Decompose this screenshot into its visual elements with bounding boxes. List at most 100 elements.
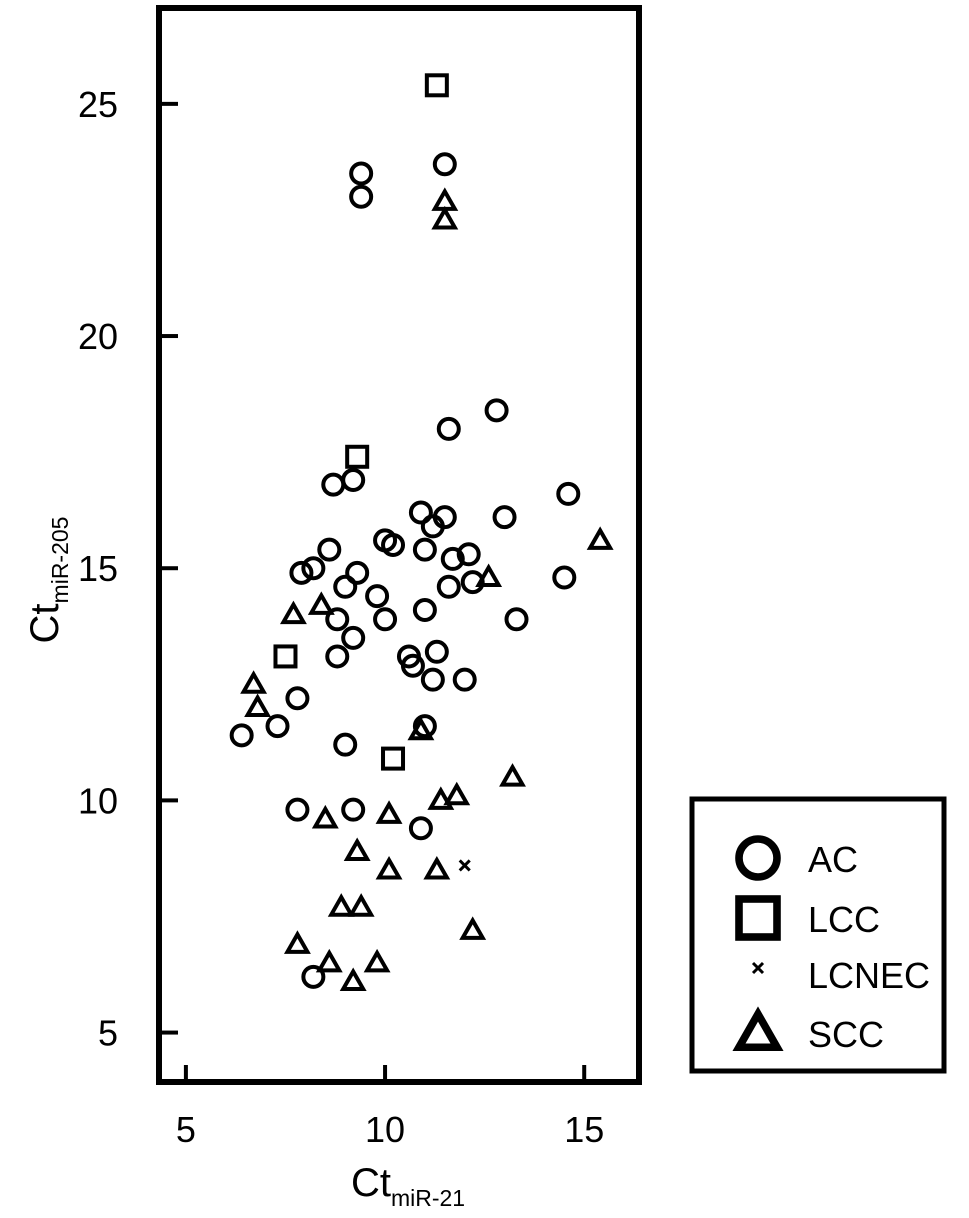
data-point-ac — [365, 584, 390, 609]
data-point-ac — [285, 797, 310, 822]
legend: AC LCC LCNEC SCC — [689, 796, 947, 1074]
data-point-lcc — [381, 746, 406, 771]
data-point-lcc — [273, 644, 298, 669]
data-point-ac — [440, 546, 465, 571]
data-points — [229, 73, 614, 991]
data-point-ac — [373, 607, 398, 632]
data-point-scc — [307, 591, 335, 615]
data-point-scc — [475, 563, 503, 588]
data-point-ac — [285, 686, 310, 711]
legend-marker-lcc — [735, 895, 781, 941]
data-point-ac — [552, 565, 577, 590]
data-point-ac — [349, 184, 374, 209]
data-point-scc — [427, 786, 455, 810]
data-point-lcc — [345, 444, 370, 469]
data-point-lcc — [424, 73, 449, 98]
data-point-ac — [420, 667, 445, 692]
data-point-ac — [436, 416, 461, 441]
y-axis-ticks: 5 10 15 20 25 — [78, 84, 178, 1054]
data-point-ac — [341, 467, 366, 492]
x-tick-label: 5 — [176, 1109, 196, 1150]
data-point-scc — [279, 600, 307, 625]
data-point-ac — [325, 607, 350, 632]
data-point-ac — [325, 644, 350, 669]
x-axis-ticks: 5 10 15 — [176, 1065, 604, 1150]
data-point-scc — [375, 856, 403, 880]
data-point-ac — [412, 537, 437, 562]
data-point-scc — [431, 205, 459, 230]
data-point-ac — [556, 481, 581, 506]
data-point-ac — [345, 560, 370, 585]
y-axis-label-main: Ct — [23, 603, 67, 643]
data-point-ac — [436, 574, 461, 599]
data-point-ac — [321, 472, 346, 497]
data-point-ac — [400, 653, 425, 678]
plot-area-frame — [156, 5, 642, 1085]
legend-marker-ac — [735, 835, 781, 881]
legend-marker-scc — [732, 1006, 784, 1052]
data-point-ac — [408, 816, 433, 841]
data-point-scc — [339, 967, 367, 991]
y-tick-label: 20 — [78, 316, 118, 357]
data-point-ac — [420, 514, 445, 539]
data-point-ac — [229, 723, 254, 748]
legend-label-scc: SCC — [808, 1014, 884, 1055]
y-axis-label: CtmiR-205 — [23, 517, 73, 644]
data-point-scc — [459, 916, 487, 940]
series-lcnec — [458, 859, 471, 872]
data-point-ac — [456, 542, 481, 567]
series-scc — [240, 187, 614, 991]
legend-label-lcc: LCC — [808, 899, 880, 940]
data-point-ac — [289, 560, 314, 585]
data-point-ac — [432, 152, 457, 177]
data-point-scc — [343, 837, 371, 861]
legend-frame — [689, 796, 947, 1074]
data-point-ac — [460, 570, 485, 595]
data-point-ac — [412, 598, 437, 623]
x-axis-label-subscript: miR-21 — [391, 1185, 465, 1211]
data-point-ac — [424, 639, 449, 664]
data-point-scc — [244, 693, 272, 718]
data-point-ac — [408, 500, 433, 525]
data-point-ac — [341, 625, 366, 650]
data-point-ac — [301, 556, 326, 581]
legend-label-lcnec: LCNEC — [808, 955, 930, 996]
data-point-scc — [443, 781, 471, 806]
data-point-scc — [311, 804, 339, 829]
data-point-ac — [265, 714, 290, 739]
data-point-scc — [375, 800, 403, 824]
data-point-ac — [333, 574, 358, 599]
data-point-lcnec — [458, 859, 471, 872]
data-point-ac — [381, 533, 406, 557]
data-point-scc — [315, 948, 343, 973]
data-point-scc — [407, 716, 435, 741]
data-point-scc — [347, 893, 375, 917]
series-lcc — [273, 73, 449, 771]
data-point-ac — [333, 732, 358, 757]
y-tick-label: 25 — [78, 84, 118, 125]
x-tick-label: 15 — [564, 1109, 604, 1150]
legend-label-ac: AC — [808, 839, 858, 880]
x-axis-label-main: Ct — [351, 1161, 391, 1205]
data-point-scc — [327, 893, 355, 917]
data-point-ac — [341, 797, 366, 822]
data-point-ac — [412, 714, 437, 739]
x-axis-label: CtmiR-21 — [351, 1161, 465, 1211]
data-point-ac — [301, 964, 326, 989]
data-point-ac — [317, 537, 342, 562]
data-point-ac — [452, 667, 477, 692]
legend-marker-lcnec — [751, 961, 765, 975]
data-point-ac — [504, 607, 529, 632]
y-tick-label: 15 — [78, 548, 118, 589]
data-point-scc — [586, 526, 614, 550]
y-axis-label-subscript: miR-205 — [47, 517, 73, 604]
data-point-ac — [492, 505, 517, 530]
data-point-scc — [240, 670, 268, 694]
data-point-ac — [349, 161, 374, 186]
y-tick-label: 5 — [98, 1013, 118, 1054]
x-tick-label: 10 — [365, 1109, 405, 1150]
data-point-scc — [423, 856, 451, 880]
data-point-scc — [363, 948, 391, 973]
